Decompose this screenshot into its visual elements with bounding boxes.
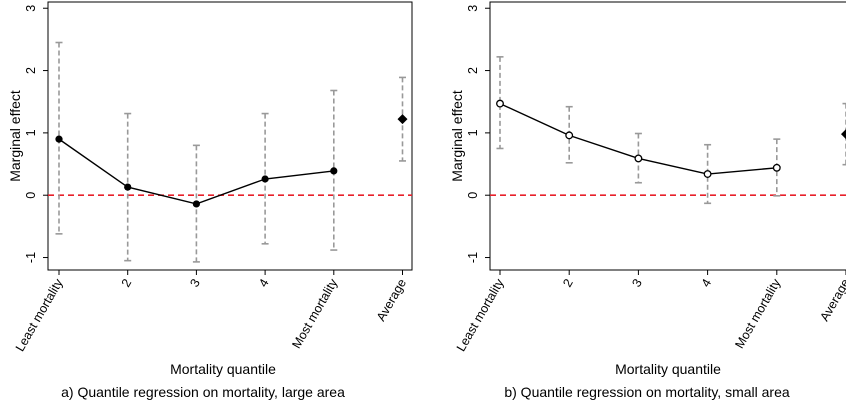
x-tick-label: Most mortality bbox=[289, 276, 340, 351]
point-marker bbox=[565, 131, 574, 140]
point-marker bbox=[496, 99, 504, 108]
x-tick-label: 4 bbox=[699, 276, 715, 289]
panel-caption: b) Quantile regression on mortality, sma… bbox=[504, 384, 790, 400]
point-marker bbox=[261, 175, 269, 183]
x-tick-label: Least mortality bbox=[13, 276, 66, 354]
x-tick-label: Most mortality bbox=[732, 276, 783, 351]
x-tick-label: 3 bbox=[629, 276, 645, 289]
y-axis-title: Marginal effect bbox=[449, 90, 465, 182]
x-tick-label: 3 bbox=[187, 276, 203, 289]
average-marker bbox=[841, 129, 846, 140]
y-tick-label: 1 bbox=[24, 129, 38, 136]
plot-frame bbox=[489, 1, 846, 271]
plot-frame bbox=[47, 1, 413, 271]
y-tick-label: 1 bbox=[466, 129, 480, 136]
point-marker bbox=[55, 135, 63, 143]
x-tick-label: Average bbox=[817, 276, 846, 323]
y-tick-label: -1 bbox=[24, 252, 38, 263]
x-tick-label: 2 bbox=[560, 276, 576, 289]
y-axis-title: Marginal effect bbox=[7, 90, 23, 182]
point-marker bbox=[772, 163, 781, 172]
point-marker bbox=[703, 170, 712, 178]
x-tick-label: 4 bbox=[256, 276, 272, 289]
y-tick-label: -1 bbox=[466, 252, 480, 263]
y-tick-label: 3 bbox=[24, 5, 38, 12]
panel-a: -1 0 1 2 3 Least mortality 2 3 4 Most mortality Av… bbox=[7, 1, 413, 400]
average-marker bbox=[397, 114, 408, 125]
y-tick-label: 0 bbox=[466, 192, 480, 199]
point-marker bbox=[124, 183, 132, 191]
y-tick-label: 3 bbox=[466, 5, 480, 12]
estimate-line bbox=[499, 102, 777, 175]
point-marker bbox=[330, 167, 338, 175]
y-tick-label: 2 bbox=[466, 67, 480, 74]
y-tick-label: 2 bbox=[24, 67, 38, 74]
panel-b: -1 0 1 2 3 Least mortality 2 3 4 Most mortality Av… bbox=[449, 1, 846, 400]
x-tick-label: Average bbox=[374, 276, 409, 323]
panel-caption: a) Quantile regression on mortality, lar… bbox=[61, 384, 345, 400]
x-axis-title: Mortality quantile bbox=[170, 361, 276, 377]
x-tick-label: Least mortality bbox=[454, 276, 507, 354]
x-axis-title: Mortality quantile bbox=[615, 361, 721, 377]
point-marker bbox=[634, 154, 643, 163]
x-tick-label: 2 bbox=[119, 276, 135, 289]
y-tick-label: 0 bbox=[24, 192, 38, 199]
point-marker bbox=[192, 200, 200, 208]
